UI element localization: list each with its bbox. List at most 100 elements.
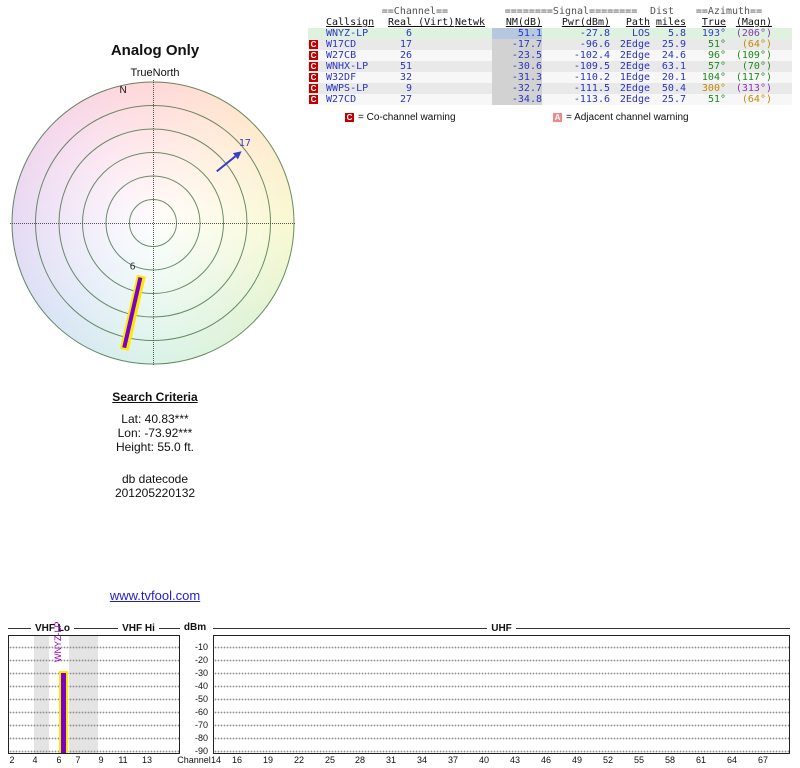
path-cell: 2Edge <box>619 61 650 72</box>
datecode-value: 201205220132 <box>114 486 196 500</box>
co-channel-marker: C <box>309 62 318 71</box>
co-channel-marker: C <box>309 51 318 60</box>
true-azimuth-cell: 193° <box>701 28 726 39</box>
nm-cell: -31.3 <box>492 72 542 83</box>
north-reference-label: TrueNorth <box>130 67 180 79</box>
uhf-channel-tick: 28 <box>354 755 365 765</box>
table-row: C W27CB 26 -23.5 -102.4 2Edge 24.6 96° (… <box>308 50 792 61</box>
header-line <box>8 627 31 629</box>
y-tick: -30 <box>194 668 208 678</box>
column-header-netwk: Netwk <box>454 17 486 28</box>
vhf-channel-tick: 13 <box>141 755 152 765</box>
band-header-vhf-hi: VHF Hi <box>97 622 180 634</box>
miles-cell: 25.9 <box>661 39 686 50</box>
range-ring <box>58 128 247 317</box>
column-header-path: Path <box>625 17 650 28</box>
magnetic-azimuth-cell: (313°) <box>735 83 772 94</box>
y-tick: -50 <box>194 694 208 704</box>
power-cell: -109.5 <box>573 61 610 72</box>
column-header-magn: (Magn) <box>735 17 772 28</box>
datecode-block: db datecode 201205220132 <box>10 472 300 500</box>
co-channel-marker: C <box>309 84 318 93</box>
network-cell <box>448 50 492 61</box>
warning-marker-cell: C <box>308 61 324 72</box>
criteria-height: Height: 55.0 ft. <box>115 440 195 454</box>
callsign-cell: WNHX-LP <box>326 61 369 72</box>
north-label: N <box>119 85 127 96</box>
real-channel-cell: 27 <box>399 94 412 105</box>
nm-cell: -17.7 <box>492 39 542 50</box>
real-channel-cell: 32 <box>399 72 412 83</box>
range-ring <box>11 81 294 364</box>
table-group-header-row: ==Channel== ========Signal======== Dist … <box>308 6 792 17</box>
uhf-channel-tick: 25 <box>324 755 335 765</box>
magnetic-azimuth-cell: (206°) <box>735 28 772 39</box>
tvfool-link[interactable]: www.tvfool.com <box>109 588 201 603</box>
y-tick: -90 <box>194 746 208 756</box>
uhf-channel-tick: 34 <box>416 755 427 765</box>
path-cell: 2Edge <box>619 50 650 61</box>
miles-cell: 63.1 <box>661 61 686 72</box>
signal-bar-wnyz-lp <box>59 671 68 753</box>
warning-marker-cell: C <box>308 94 324 105</box>
spectrum-chart: VHF Lo VHF Hi dBm UHF WNYZ-LP -10 -20 -3… <box>8 622 792 768</box>
network-cell <box>448 39 492 50</box>
uhf-channel-tick: 46 <box>540 755 551 765</box>
nm-cell: -34.8 <box>492 94 542 105</box>
table-column-header-row: Callsign Real (Virt) Netwk NM(dB) Pwr(dB… <box>308 17 792 28</box>
co-channel-marker: C <box>309 73 318 82</box>
table-row: C W32DF 32 -31.3 -110.2 1Edge 20.1 104° … <box>308 72 792 83</box>
network-cell <box>448 83 492 94</box>
co-channel-legend-text: = Co-channel warning <box>358 112 456 123</box>
real-channel-cell: 9 <box>405 83 412 94</box>
virtual-channel-cell <box>412 50 448 61</box>
y-axis-label: dBm <box>183 622 207 633</box>
datecode-label: db datecode <box>121 472 189 486</box>
vhf-channel-tick: 9 <box>98 755 104 765</box>
column-header-true: True <box>701 17 726 28</box>
uhf-channel-tick: 16 <box>231 755 242 765</box>
warning-marker-cell: C <box>308 39 324 50</box>
band-label-uhf: UHF <box>491 622 512 634</box>
nm-cell: -32.7 <box>492 83 542 94</box>
table-row: C WNHX-LP 51 -30.6 -109.5 2Edge 63.1 57°… <box>308 61 792 72</box>
vhf-channel-tick: 11 <box>118 755 128 765</box>
vhf-channel-tick: 2 <box>9 755 15 765</box>
group-header-azimuth: ==Azimuth== <box>695 6 763 17</box>
virtual-channel-cell <box>412 39 448 50</box>
header-line <box>74 627 97 629</box>
criteria-lon: Lon: -73.92*** <box>117 426 193 440</box>
network-cell <box>448 61 492 72</box>
y-tick: -40 <box>194 681 208 691</box>
warning-marker-cell: C <box>308 83 324 94</box>
band-label-vhf-lo: VHF Lo <box>35 622 70 634</box>
column-header-real-virt: Real (Virt) <box>388 17 455 28</box>
table-row: C W27CD 27 -34.8 -113.6 2Edge 25.7 51° (… <box>308 94 792 105</box>
magnetic-azimuth-cell: (64°) <box>741 39 772 50</box>
power-cell: -111.5 <box>573 83 610 94</box>
path-cell: 1Edge <box>619 72 650 83</box>
co-channel-marker: C <box>309 95 318 104</box>
header-line <box>515 627 790 629</box>
virtual-channel-cell <box>412 83 448 94</box>
vhf-channel-tick: 6 <box>56 755 62 765</box>
x-axis-label: Channel <box>177 755 211 765</box>
path-cell: 2Edge <box>619 83 650 94</box>
group-header-spacer <box>448 6 492 17</box>
group-header-dist: Dist <box>650 6 675 17</box>
virtual-channel-cell <box>412 72 448 83</box>
warning-marker-cell: C <box>308 72 324 83</box>
miles-cell: 24.6 <box>661 50 686 61</box>
table-row: C WWPS-LP 9 -32.7 -111.5 2Edge 50.4 300°… <box>308 83 792 94</box>
power-cell: -110.2 <box>573 72 610 83</box>
real-channel-cell: 51 <box>399 61 412 72</box>
range-ring <box>81 151 224 294</box>
range-ring <box>105 175 200 270</box>
warning-marker-cell <box>308 28 324 39</box>
column-header-miles: miles <box>655 17 686 28</box>
vhf-channel-tick: 7 <box>75 755 81 765</box>
table-row: WNYZ-LP 6 51.1 -27.8 LOS 5.8 193° (206°) <box>308 28 792 39</box>
true-azimuth-cell: 96° <box>707 50 726 61</box>
true-azimuth-cell: 300° <box>701 83 726 94</box>
header-line <box>158 627 180 629</box>
